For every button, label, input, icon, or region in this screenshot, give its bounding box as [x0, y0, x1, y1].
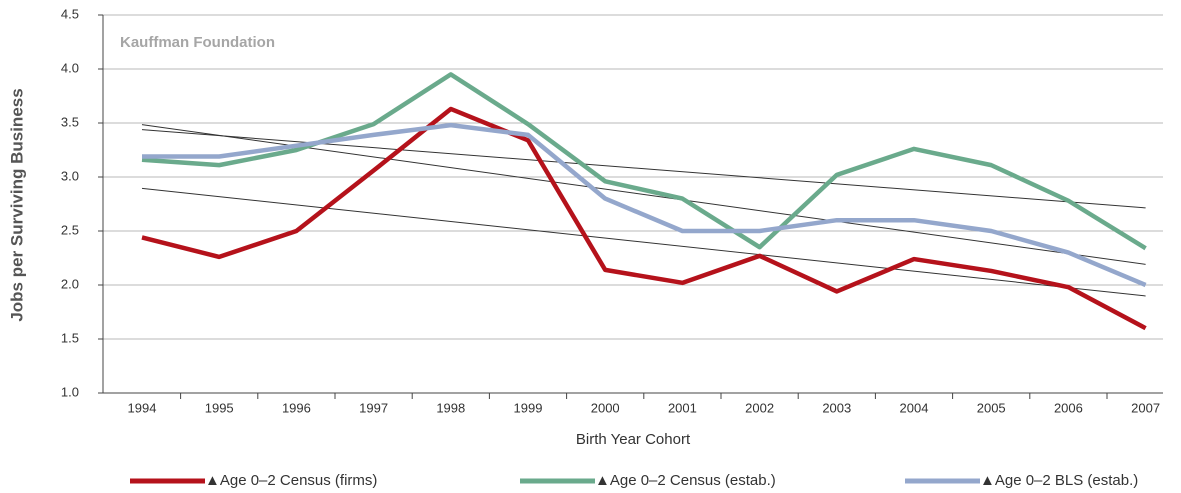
series-line [141, 106, 1147, 331]
x-tick-label: 1995 [205, 400, 234, 415]
x-tick-label: 2007 [1131, 400, 1160, 415]
legend-label: ▲Age 0–2 Census (estab.) [595, 472, 776, 489]
series-line [142, 122, 1147, 288]
y-tick-label: 3.0 [61, 168, 79, 183]
x-tick-label: 1999 [514, 400, 543, 415]
y-tick-label: 3.5 [61, 114, 79, 129]
y-tick-label: 2.0 [61, 276, 79, 291]
y-tick-label: 1.5 [61, 330, 79, 345]
y-tick-label: 4.0 [61, 60, 79, 75]
x-tick-label: 1996 [282, 400, 311, 415]
y-tick-label: 1.0 [61, 384, 79, 399]
x-tick-label: 1994 [128, 400, 157, 415]
x-axis-title: Birth Year Cohort [576, 431, 691, 448]
x-tick-label: 1998 [436, 400, 465, 415]
x-tick-label: 2006 [1054, 400, 1083, 415]
series-line [141, 72, 1147, 251]
annotation: Kauffman Foundation [120, 34, 275, 51]
legend-label: ▲Age 0–2 BLS (estab.) [980, 472, 1138, 489]
trendline [141, 187, 1146, 297]
x-tick-label: 2002 [745, 400, 774, 415]
x-tick-label: 2003 [822, 400, 851, 415]
y-axis-title: Jobs per Surviving Business [7, 88, 26, 321]
x-tick-label: 2004 [900, 400, 929, 415]
y-tick-label: 2.5 [61, 222, 79, 237]
x-tick-label: 2000 [591, 400, 620, 415]
x-tick-label: 2005 [977, 400, 1006, 415]
x-tick-label: 2001 [668, 400, 697, 415]
y-tick-label: 4.5 [61, 6, 79, 21]
x-tick-label: 1997 [359, 400, 388, 415]
legend-label: ▲Age 0–2 Census (firms) [205, 472, 377, 489]
